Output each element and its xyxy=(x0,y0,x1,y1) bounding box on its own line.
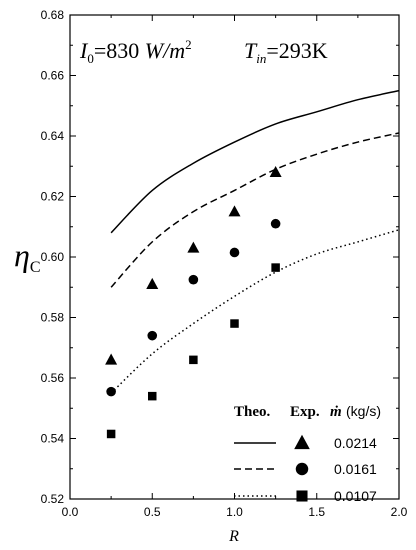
annotation-tin: Tin=293K xyxy=(244,38,328,66)
y-tick-label: 0.62 xyxy=(41,190,65,204)
exp-point-square xyxy=(271,263,280,272)
legend: Theo. Exp. ṁ (kg/s) 0.0214 0.0161 0.0107 xyxy=(234,403,381,504)
exp-point-triangle xyxy=(146,277,159,289)
legend-marker-circle xyxy=(295,462,309,476)
y-tick-label: 0.64 xyxy=(41,129,65,143)
exp-point-circle xyxy=(188,274,199,285)
y-tick-label: 0.66 xyxy=(41,69,65,83)
plot-frame xyxy=(69,14,400,500)
x-tick-label: 0.5 xyxy=(144,505,161,519)
x-tick-label: 1.5 xyxy=(308,505,325,519)
x-tick-label: 1.0 xyxy=(226,505,243,519)
exp-point-square xyxy=(148,391,157,401)
exp-point-square xyxy=(106,429,116,439)
legend-header-theo: Theo. xyxy=(234,404,271,420)
exp-point-circle xyxy=(147,330,158,341)
y-tick-label: 0.52 xyxy=(41,492,65,506)
exp-point-triangle xyxy=(105,353,118,365)
legend-label: 0.0161 xyxy=(334,461,377,477)
annotation-i0: I0=830 W/m2 xyxy=(79,37,192,66)
exp-point-triangle xyxy=(187,241,200,253)
exp-point-square xyxy=(189,355,198,365)
y-tick-label: 0.54 xyxy=(41,432,65,446)
legend-header-exp: Exp. xyxy=(290,404,320,420)
theory-curve-dashed xyxy=(110,132,400,288)
y-tick-label: 0.56 xyxy=(41,371,65,385)
exp-point-circle xyxy=(106,386,116,397)
y-tick-label: 0.60 xyxy=(41,250,65,264)
legend-marker-triangle xyxy=(294,434,310,450)
x-tick-label: 0.0 xyxy=(62,505,79,519)
legend-header-unit: (kg/s) xyxy=(346,403,381,419)
exp-point-triangle xyxy=(228,205,241,217)
x-tick-label: 2.0 xyxy=(391,505,408,519)
exp-point-triangle xyxy=(269,166,282,178)
legend-header-mdot: ṁ xyxy=(330,404,342,420)
legend-entries: 0.0214 0.0161 0.0107 xyxy=(234,434,377,504)
plot-marks xyxy=(105,89,400,439)
exp-point-circle xyxy=(229,247,240,258)
y-axis-label: ηC xyxy=(14,237,41,276)
y-tick-label: 0.58 xyxy=(41,311,65,325)
x-axis-label: R xyxy=(228,528,239,545)
y-tick-label: 0.68 xyxy=(41,8,65,22)
legend-label: 0.0214 xyxy=(334,435,377,451)
theory-curve-solid xyxy=(110,89,400,234)
legend-marker-square xyxy=(296,490,308,502)
exp-point-circle xyxy=(270,218,281,229)
theory-curve-dotted xyxy=(110,229,400,394)
legend-label: 0.0107 xyxy=(334,488,377,504)
exp-point-square xyxy=(230,319,239,328)
